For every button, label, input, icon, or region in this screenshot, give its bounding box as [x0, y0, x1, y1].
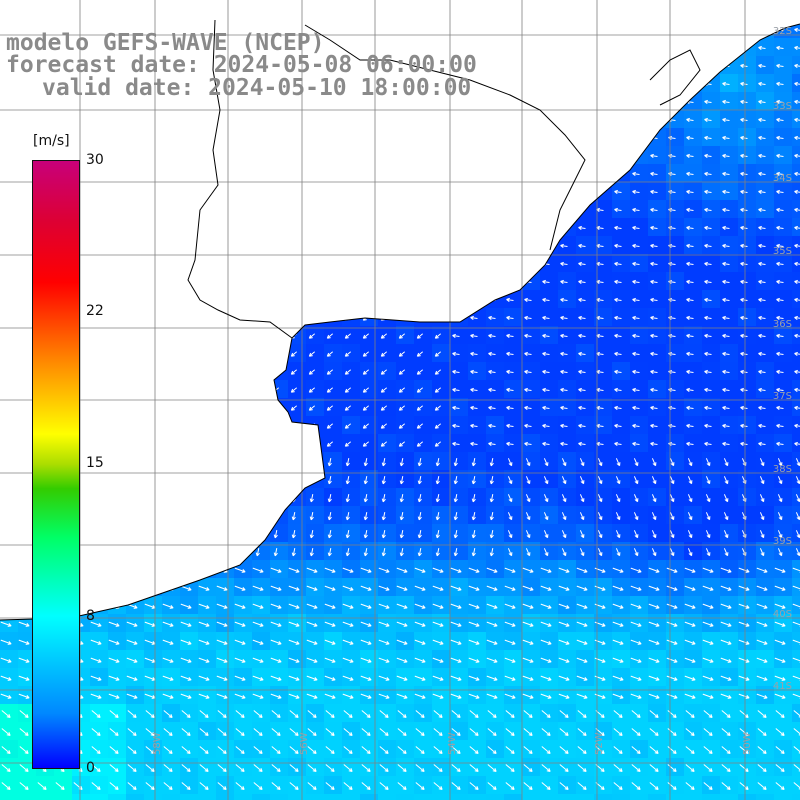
colorbar-tick-15: 15 [86, 455, 104, 471]
colorbar-tick-8: 8 [86, 608, 95, 624]
model-title: modelo GEFS-WAVE (NCEP) [6, 30, 325, 56]
grid-labels: 32S 33S 34S 35S 36S 37S 38S 39S 40S 41S 58W 56W 54W 5… [152, 26, 792, 755]
colorbar-unit: [m/s] [33, 133, 70, 149]
lat-label: 36S [773, 319, 792, 330]
border-line [304, 24, 586, 251]
lon-label: 52W [594, 732, 605, 755]
colorbar-gradient [32, 160, 80, 769]
lat-label: 40S [773, 609, 792, 620]
lon-label: 50W [742, 732, 753, 755]
colorbar-tick-30: 30 [86, 152, 104, 168]
colorbar-tick-22: 22 [86, 303, 104, 319]
valid-date-label: valid date: 2024-05-10 18:00:00 [42, 75, 472, 101]
land-area [0, 0, 800, 620]
river-border [187, 19, 293, 339]
lat-label: 34S [773, 173, 792, 184]
lat-label: 39S [773, 536, 792, 547]
lat-label: 41S [773, 681, 792, 692]
lat-label: 38S [773, 464, 792, 475]
lagoon-outline [649, 49, 701, 106]
lon-label: 54W [447, 732, 458, 755]
lat-label: 37S [773, 391, 792, 402]
coastline [0, 23, 800, 621]
lon-label: 58W [152, 732, 163, 755]
lat-label: 33S [773, 101, 792, 112]
lon-label: 56W [299, 732, 310, 755]
colorbar-tick-0: 0 [86, 760, 95, 776]
lat-label: 35S [773, 246, 792, 257]
forecast-date-label: forecast date: 2024-05-08 06:00:00 [6, 52, 477, 78]
lat-label: 32S [773, 26, 792, 37]
